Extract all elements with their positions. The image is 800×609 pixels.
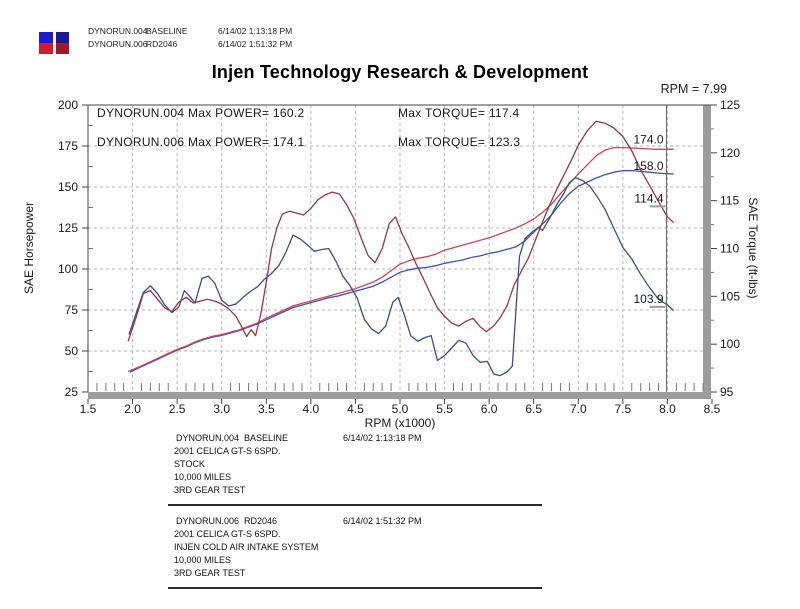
x-tick-label: 4.0 — [303, 402, 320, 416]
run-detail-line: 10,000 MILES — [174, 555, 232, 565]
x-tick-label: 8.5 — [704, 402, 721, 416]
left-tick-label: 100 — [58, 262, 78, 276]
run-detail-line: 3RD GEAR TEST — [174, 568, 246, 578]
run-detail-line: 10,000 MILES — [174, 472, 232, 482]
x-tick-label: 6.5 — [525, 402, 542, 416]
x-tick-label: 7.0 — [570, 402, 587, 416]
right-tick-label: 100 — [720, 337, 740, 351]
divider-rule — [168, 587, 542, 589]
right-tick-label: 115 — [720, 194, 739, 208]
run-description-block: DYNORUN.006 RD2046 6/14/02 1:51:32 PM 2001… — [168, 515, 542, 589]
right-tick-label: 95 — [720, 385, 734, 399]
run-tag: BASELINE — [244, 433, 289, 443]
x-tick-label: 5.5 — [436, 402, 453, 416]
header-run-row: DYNORUN.004BASELINE 6/14/02 1:13:18 PM — [88, 25, 292, 38]
cursor-value-label: 174.0 — [634, 133, 664, 147]
run-description-header: DYNORUN.006 RD2046 6/14/02 1:51:32 PM — [176, 515, 542, 528]
cursor-value-label: 114.4 — [634, 191, 663, 205]
left-tick-label: 125 — [58, 221, 78, 235]
chart-frame — [87, 104, 711, 399]
chart-series — [127, 120, 675, 377]
run-detail-line: INJEN COLD AIR INTAKE SYSTEM — [174, 542, 319, 552]
series-torque_006 — [127, 120, 675, 342]
run-tag: BASELINE — [146, 26, 188, 36]
left-tick-label: 150 — [58, 180, 78, 194]
left-tick-label: 75 — [65, 303, 79, 317]
chart-ticks — [82, 104, 717, 404]
right-tick-label: 125 — [720, 98, 740, 112]
logo-square-1-bottom — [39, 43, 53, 54]
logo-square-1-top — [39, 32, 53, 43]
header-run-list: DYNORUN.004BASELINE 6/14/02 1:13:18 PM DY… — [88, 25, 292, 51]
x-tick-label: 6.0 — [481, 402, 498, 416]
logo-square-2 — [55, 32, 69, 54]
run-file-name: DYNORUN.004 — [88, 26, 148, 36]
chart-tick-labels: 1.5 2.0 2.5 3.0 3.5 4.0 4.5 5.0 5.5 6.0 6.5 7.0 7.5 8… — [58, 98, 740, 416]
cursor-value-label: 103.9 — [634, 292, 664, 306]
annotation-max-torque: Max TORQUE= 123.3 — [398, 135, 520, 149]
run-detail-line: 2001 CELICA GT-S 6SPD. — [174, 446, 281, 456]
x-tick-label: 3.0 — [213, 402, 230, 416]
run-file-name: DYNORUN.006 — [176, 516, 240, 526]
x-axis-title: RPM (x1000) — [365, 416, 436, 430]
run-description-block: DYNORUN.004 BASELINE 6/14/02 1:13:18 PM 20… — [168, 432, 542, 506]
x-tick-label: 7.5 — [615, 402, 632, 416]
left-tick-label: 50 — [65, 344, 79, 358]
divider-rule — [168, 504, 542, 506]
run-detail-line: 2001 CELICA GT-S 6SPD. — [174, 529, 281, 539]
run-timestamp: 6/14/02 1:51:32 PM — [218, 39, 293, 49]
run-timestamp: 6/14/02 1:13:18 PM — [218, 26, 293, 36]
header-run-row: DYNORUN.006RD2046 6/14/02 1:51:32 PM — [88, 38, 292, 51]
x-tick-label: 1.5 — [80, 402, 97, 416]
run-detail-line: 3RD GEAR TEST — [174, 485, 246, 495]
x-tick-label: 2.0 — [124, 402, 141, 416]
right-tick-label: 105 — [720, 289, 740, 303]
chart-cursor: 174.0 158.0 114.4 103.9 — [634, 105, 668, 392]
page-title: Injen Technology Research & Development — [211, 62, 589, 82]
left-tick-label: 25 — [65, 385, 79, 399]
run-tag: RD2046 — [244, 516, 278, 526]
run-description-header: DYNORUN.004 BASELINE 6/14/02 1:13:18 PM — [176, 432, 542, 445]
run-timestamp: 6/14/02 1:51:32 PM — [343, 516, 422, 526]
chart-axis-titles: RPM (x1000) SAE Horsepower SAE Torque (ft-… — [22, 197, 760, 430]
run-detail-line: STOCK — [174, 459, 205, 469]
annotation-max-power: DYNORUN.004 Max POWER= 160.2 — [97, 106, 304, 120]
cursor-value-label: 158.0 — [634, 159, 664, 173]
run-timestamp: 6/14/02 1:13:18 PM — [343, 433, 422, 443]
x-tick-label: 4.5 — [347, 402, 364, 416]
run-description-blocks: DYNORUN.004 BASELINE 6/14/02 1:13:18 PM 20… — [168, 432, 542, 598]
injen-logo — [39, 32, 69, 54]
left-tick-label: 175 — [58, 139, 78, 153]
logo-square-2-bottom — [55, 43, 69, 54]
annotation-max-power: DYNORUN.006 Max POWER= 174.1 — [97, 135, 304, 149]
logo-square-1 — [39, 32, 53, 54]
x-tick-label: 3.5 — [258, 402, 275, 416]
left-axis-title: SAE Horsepower — [22, 202, 36, 294]
chart-annotations: DYNORUN.004 Max POWER= 160.2 Max TORQUE= … — [97, 106, 520, 149]
series-torque_004 — [128, 177, 675, 377]
cursor-rpm-readout: RPM = 7.99 — [660, 82, 727, 96]
x-tick-label: 2.5 — [169, 402, 186, 416]
x-tick-label: 8.0 — [659, 402, 676, 416]
series-power_004 — [129, 169, 674, 373]
run-tag: RD2046 — [146, 39, 178, 49]
right-tick-label: 120 — [720, 146, 740, 160]
run-file-name: DYNORUN.006 — [88, 39, 148, 49]
x-tick-label: 5.0 — [392, 402, 409, 416]
dyno-chart: 1.5 2.0 2.5 3.0 3.5 4.0 4.5 5.0 5.5 6.0 6.5 7.0 7.5 8… — [22, 98, 760, 430]
right-axis-title: SAE Torque (ft-lbs) — [746, 197, 760, 298]
annotation-max-torque: Max TORQUE= 117.4 — [398, 106, 520, 120]
logo-square-2-top — [55, 32, 69, 43]
right-tick-label: 110 — [720, 242, 739, 256]
chart-grid — [88, 105, 703, 392]
run-file-name: DYNORUN.004 — [176, 433, 240, 443]
left-tick-label: 200 — [58, 98, 78, 112]
series-power_006 — [127, 146, 674, 373]
